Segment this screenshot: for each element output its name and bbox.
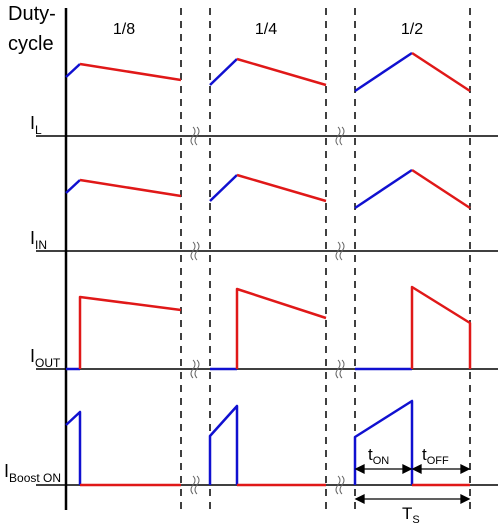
t-off-arrowhead-left xyxy=(411,463,422,475)
iout-off-1-8 xyxy=(78,295,182,369)
duty-label-1-2: 1/2 xyxy=(401,21,423,38)
t-s-arrowhead-left xyxy=(354,493,365,505)
axis-break-mark xyxy=(335,475,345,495)
iboost-on-1-2 xyxy=(353,399,414,485)
header-line-2: cycle xyxy=(8,33,54,55)
axis-break-mark xyxy=(190,475,200,495)
iboost-on-1-8 xyxy=(65,410,82,485)
axis-break-mark xyxy=(335,241,345,261)
header-line-1: Duty- xyxy=(8,3,56,25)
il-off-1-4 xyxy=(236,57,327,87)
iin-off-1-4 xyxy=(236,173,327,203)
signal-label-iout: IOUT xyxy=(30,346,61,370)
t-s-arrowhead-right xyxy=(460,493,471,505)
axis-break-mark xyxy=(335,359,345,379)
t-on-arrowhead-left xyxy=(354,463,365,475)
t-s-label: TS xyxy=(402,504,420,526)
il-off-1-8 xyxy=(79,62,182,82)
iin-off-1-8 xyxy=(79,178,182,198)
t-off-arrowhead-right xyxy=(460,463,471,475)
iin-on-1-4 xyxy=(209,174,238,202)
iout-off-1-2 xyxy=(410,285,472,369)
signal-label-iboost: IBoost ON xyxy=(4,461,61,485)
iin-on-1-8 xyxy=(65,179,81,194)
duty-label-1-4: 1/4 xyxy=(255,21,277,38)
il-on-1-8 xyxy=(65,63,81,78)
signal-label-iin: IIN xyxy=(30,228,47,252)
t-on-label: tON xyxy=(368,445,389,467)
axis-break-mark xyxy=(190,359,200,379)
iboost-on-1-4 xyxy=(208,404,239,485)
iin-off-1-2 xyxy=(411,168,471,210)
il-on-1-2 xyxy=(354,51,413,93)
axis-break-mark xyxy=(335,126,345,146)
axis-break-mark xyxy=(190,241,200,261)
il-on-1-4 xyxy=(209,58,238,86)
t-off-label: tOFF xyxy=(422,445,449,467)
il-off-1-2 xyxy=(411,51,471,93)
duty-label-1-8: 1/8 xyxy=(113,21,135,38)
iout-off-1-4 xyxy=(235,287,327,369)
iin-on-1-2 xyxy=(354,168,413,210)
axis-break-mark xyxy=(190,126,200,146)
t-on-arrowhead-right xyxy=(402,463,413,475)
signal-label-il: IL xyxy=(30,113,42,137)
